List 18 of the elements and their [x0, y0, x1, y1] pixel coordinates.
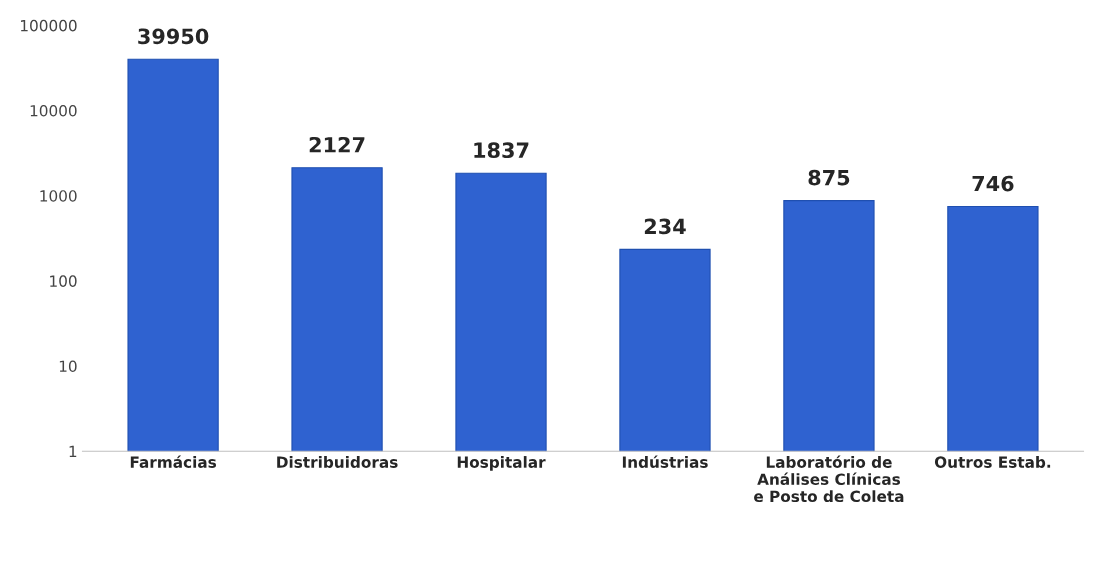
y-tick-label: 1 — [69, 445, 77, 457]
x-tick-label: Laboratório de Análises Clínicas e Posto de Coleta — [754, 455, 904, 503]
x-tick-label: Outros Estab. — [934, 456, 1051, 468]
data-label: 2127 — [309, 136, 365, 153]
y-tick-label: 10 — [59, 360, 77, 373]
x-tick-label: Distribuidoras — [277, 456, 398, 468]
y-tick-label: 1000 — [40, 190, 77, 202]
data-label: 1837 — [474, 142, 529, 159]
y-tick-label: 10000 — [30, 105, 77, 117]
x-tick-label: Farmácias — [130, 455, 217, 468]
x-tick-label: Indústrias — [622, 455, 708, 468]
y-tick-label: 100 — [50, 275, 77, 287]
data-label: 875 — [808, 169, 850, 186]
y-tick-label: 100000 — [20, 19, 77, 32]
data-label: 39950 — [138, 28, 209, 45]
data-label: 746 — [972, 175, 1014, 192]
x-tick-label: Hospitalar — [457, 456, 546, 471]
data-label: 234 — [644, 218, 686, 235]
